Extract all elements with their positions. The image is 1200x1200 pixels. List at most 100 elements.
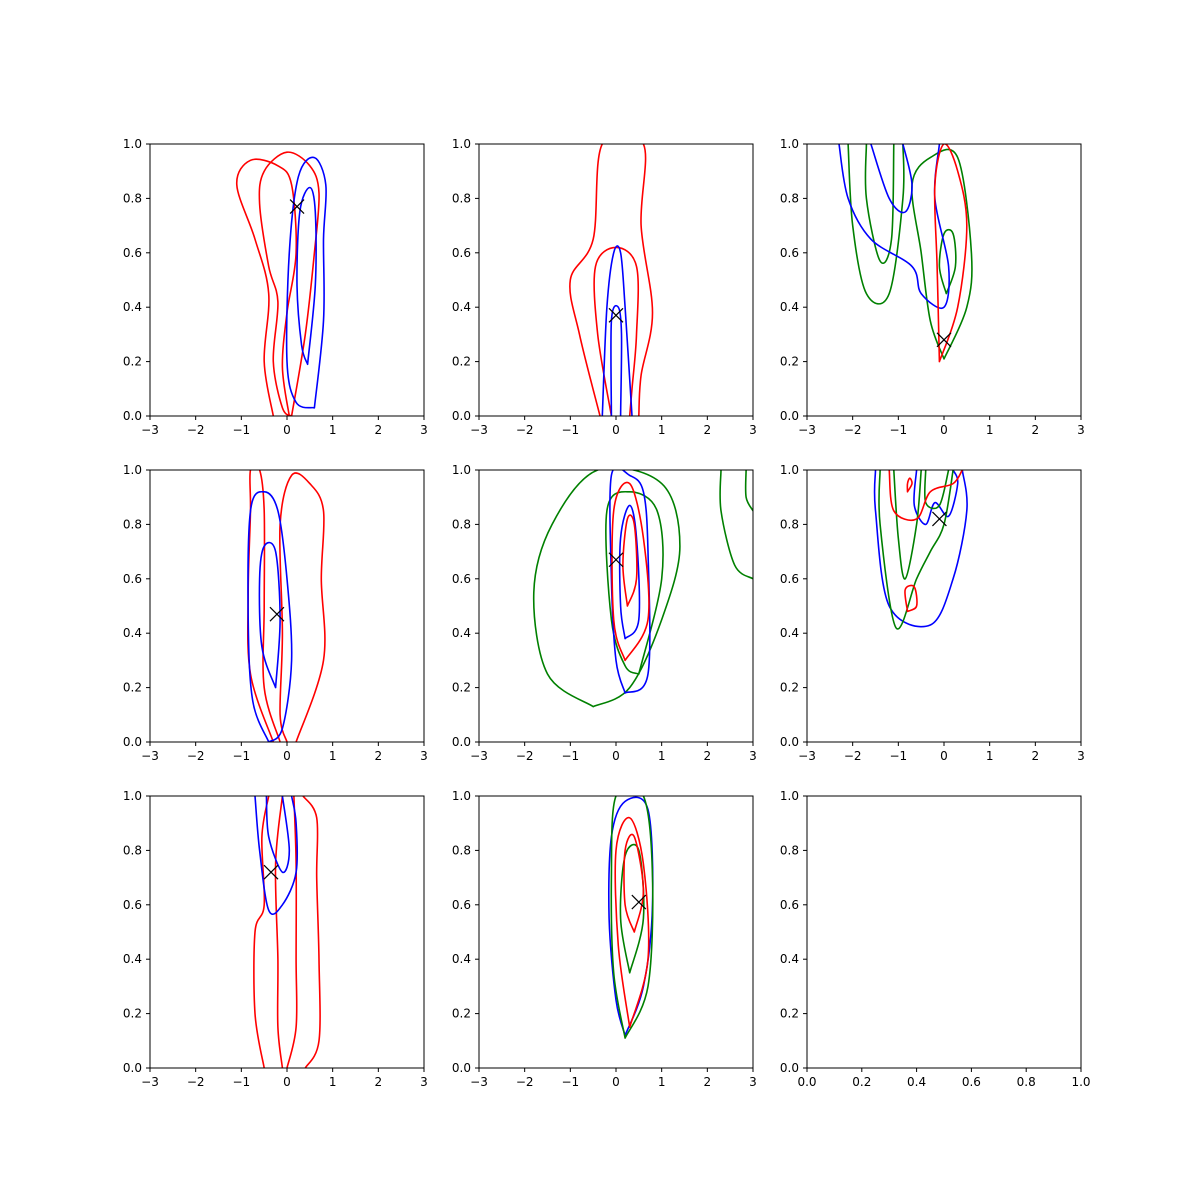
x-tick-label: −2 [516,423,534,437]
y-tick-label: 0.8 [123,843,142,857]
x-tick-label: 2 [1032,749,1040,763]
x-tick-label: 2 [704,749,712,763]
x-marker [269,606,285,622]
y-tick-label: 0.0 [780,1061,799,1075]
y-tick-label: 1.0 [452,137,471,151]
y-tick-label: 0.6 [123,572,142,586]
y-tick-label: 1.0 [452,789,471,803]
x-tick-label: 1 [329,1075,337,1089]
contour-group [873,470,968,630]
contour-blue-2 [601,245,633,416]
axes-frame [478,795,754,1069]
contour-red-2 [286,796,298,1068]
y-tick-label: 0.2 [123,355,142,369]
x-tick-label: −3 [798,749,816,763]
contour-blue-4 [254,796,299,915]
y-tick-label: 0.8 [452,517,471,531]
contour-group [253,796,321,1068]
x-tick-label: 0 [612,423,620,437]
x-tick-label: −2 [187,749,205,763]
contour-red-0 [253,796,270,1068]
y-tick-label: 0.6 [780,572,799,586]
contour-green-1 [605,490,664,675]
x-tick-label: −3 [141,1075,159,1089]
x-tick-label: −3 [798,423,816,437]
y-tick-label: 0.6 [452,572,471,586]
x-tick-label: −1 [889,423,907,437]
x-tick-label: 0 [283,749,291,763]
x-tick-label: −1 [889,749,907,763]
x-tick-label: −3 [470,423,488,437]
contour-blue-1 [913,470,959,526]
contour-green-3 [938,228,957,295]
subplot-2-3: −3 −2 −1 0 1 2 3 0.0 0.2 0.4 0.6 0.8 1.0 [780,463,1085,763]
subplot-1-3: −3 −2 −1 0 1 2 3 0.0 0.2 0.4 0.6 0.8 1.0 [780,137,1085,437]
y-tick-label: 1.0 [452,463,471,477]
contour-red-5 [888,470,964,521]
x-tick-label: −2 [187,423,205,437]
contour-red-6 [904,584,918,613]
x-tick-label: 1 [329,749,337,763]
y-tick-label: 0.6 [123,246,142,260]
x-marker [631,894,647,910]
y-tick-label: 0.2 [452,681,471,695]
contour-blue-0 [873,470,968,628]
x-tick-label: 1 [986,423,994,437]
contour-red-3 [614,816,650,1028]
contour-red-0 [569,144,654,416]
y-tick-label: 0.2 [123,1007,142,1021]
subplot-3-3: 0.0 0.2 0.4 0.6 0.8 1.0 0.0 0.2 0.4 0.6 0.8 1.0 [780,789,1091,1089]
contour-blue-5 [618,504,641,640]
y-tick-label: 0.0 [452,735,471,749]
y-tick-label: 1.0 [780,137,799,151]
x-tick-label: 3 [749,423,757,437]
y-tick-label: 0.4 [780,952,799,966]
y-tick-label: 0.8 [780,517,799,531]
contour-blue-3 [258,541,281,689]
x-tick-label: 1 [658,423,666,437]
contour-blue-3 [296,186,317,366]
contour-blue-5 [265,796,291,874]
y-tick-label: 0.6 [780,898,799,912]
x-marker [289,199,305,214]
y-tick-label: 0.0 [452,1061,471,1075]
x-tick-label: 3 [420,423,428,437]
x-tick-label: −1 [561,423,579,437]
x-tick-label: 3 [1077,749,1085,763]
x-tick-label: −2 [844,749,862,763]
contour-red-1 [278,472,326,742]
x-tick-label: 0 [940,749,948,763]
y-tick-label: 0.4 [780,626,799,640]
y-tick-label: 0.8 [780,191,799,205]
y-tick-label: 0.8 [123,517,142,531]
y-tick-label: 0.4 [123,300,142,314]
contour-group [838,144,973,363]
x-tick-label: −3 [141,749,159,763]
y-tick-label: 0.4 [780,300,799,314]
x-tick-label: −3 [470,749,488,763]
y-tick-label: 0.2 [123,681,142,695]
x-tick-label: −2 [516,1075,534,1089]
contour-group [607,796,654,1039]
contour-green-1 [610,796,654,1039]
contour-red-4 [623,833,645,933]
y-tick-label: 1.0 [780,789,799,803]
contour-red-1 [258,151,320,416]
x-tick-label: 0 [612,749,620,763]
y-tick-label: 0.2 [780,681,799,695]
x-tick-label: 0.4 [907,1075,926,1089]
y-tick-label: 0.2 [452,355,471,369]
subplot-2-2: −3 −2 −1 0 1 2 3 0.0 0.2 0.4 0.6 0.8 1.0 [452,463,757,763]
x-tick-label: 1 [329,423,337,437]
x-tick-label: 2 [704,1075,712,1089]
contour-group [569,144,654,416]
y-tick-label: 1.0 [780,463,799,477]
contour-red-6 [933,144,968,363]
x-tick-label: 3 [749,1075,757,1089]
x-marker [932,511,947,527]
y-tick-label: 0.0 [123,1061,142,1075]
x-marker [608,552,624,568]
y-tick-label: 0.2 [780,355,799,369]
contour-red-1 [302,796,321,1068]
